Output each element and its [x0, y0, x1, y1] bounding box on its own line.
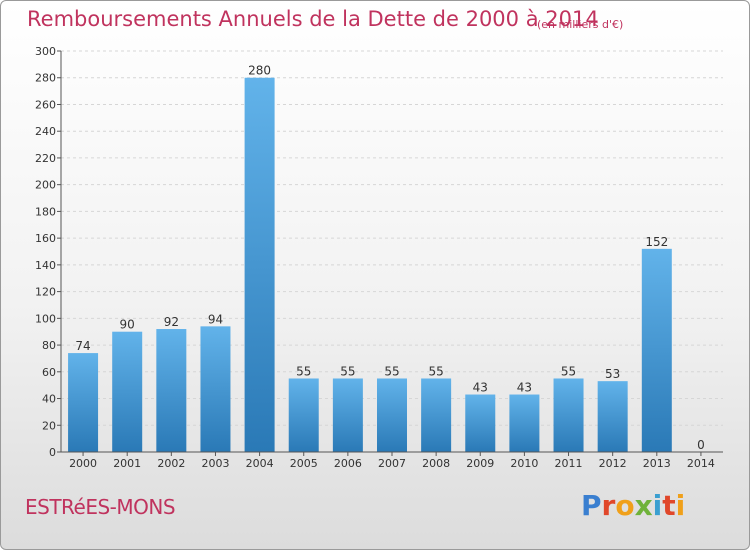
x-tick-label: 2000 [69, 457, 97, 470]
y-tick-label: 20 [42, 419, 56, 432]
bar-value-label: 55 [561, 364, 576, 378]
x-tick-label: 2014 [687, 457, 715, 470]
bar-value-label: 90 [120, 318, 135, 332]
commune-name: ESTRéES-MONS [25, 495, 176, 519]
bar-value-label: 55 [340, 364, 355, 378]
x-tick-label: 2004 [246, 457, 274, 470]
logo-letter: P [581, 489, 602, 522]
bar [288, 378, 319, 452]
bar [641, 248, 672, 452]
bar [112, 331, 143, 452]
bar [68, 353, 99, 452]
logo-letter: o [615, 489, 635, 522]
x-tick-label: 2005 [290, 457, 318, 470]
y-tick-label: 100 [35, 312, 56, 325]
bar [377, 378, 407, 452]
x-tick-label: 2010 [510, 457, 538, 470]
x-tick-label: 2011 [555, 457, 583, 470]
x-tick-label: 2008 [422, 457, 450, 470]
x-tick-label: 2009 [466, 457, 494, 470]
y-tick-label: 300 [35, 45, 56, 58]
bar [465, 394, 496, 452]
x-tick-label: 2007 [378, 457, 406, 470]
bar [156, 329, 187, 452]
logo-letter: t [662, 489, 676, 522]
y-tick-label: 280 [35, 72, 56, 85]
bars: 74 90 92 94 280 55 55 55 55 43 43 55 53 152 0 [68, 64, 705, 452]
bar-value-label: 43 [473, 381, 488, 395]
bar [597, 381, 628, 452]
y-tick-label: 0 [49, 446, 56, 459]
bar [332, 378, 363, 452]
logo-letter: r [601, 489, 616, 522]
x-tick-label: 2003 [201, 457, 229, 470]
logo-letter: x [634, 489, 653, 522]
bar-value-label: 55 [384, 364, 399, 378]
y-tick-label: 140 [35, 259, 56, 272]
chart-unit: (en milliers d'€) [537, 18, 624, 31]
bar-value-label: 0 [697, 438, 705, 452]
x-axis: 2000 2001 2002 2003 2004 2005 2006 2007 2008 2009… [61, 451, 723, 470]
x-tick-label: 2001 [113, 457, 141, 470]
bar [421, 378, 452, 452]
bar [200, 326, 231, 452]
logo-letter: i [652, 489, 663, 522]
y-tick-label: 80 [42, 339, 56, 352]
x-tick-label: 2012 [599, 457, 627, 470]
bar [553, 378, 584, 452]
bar-value-label: 55 [428, 364, 443, 378]
y-tick-label: 220 [35, 152, 56, 165]
x-tick-label: 2006 [334, 457, 362, 470]
bar-value-label: 53 [605, 367, 620, 381]
bar-value-label: 280 [248, 64, 271, 78]
y-tick-label: 180 [35, 205, 56, 218]
chart-title: Remboursements Annuels de la Dette de 20… [27, 7, 599, 31]
y-axis: 0 20 40 60 80 100 120 140 160 180 200 220 240 260 280 3… [35, 45, 62, 459]
logo-letter: i [675, 489, 686, 522]
bar [244, 77, 275, 452]
x-tick-label: 2002 [157, 457, 185, 470]
y-tick-label: 160 [35, 232, 56, 245]
proxiti-logo[interactable]: Proxiti [581, 489, 685, 522]
y-tick-label: 120 [35, 286, 56, 299]
y-tick-label: 40 [42, 393, 56, 406]
y-tick-label: 240 [35, 125, 56, 138]
x-tick-label: 2013 [643, 457, 671, 470]
bar [509, 394, 540, 452]
bar-value-label: 55 [296, 364, 311, 378]
y-tick-label: 260 [35, 98, 56, 111]
y-tick-label: 200 [35, 179, 56, 192]
y-tick-label: 60 [42, 366, 56, 379]
bar-value-label: 43 [517, 381, 532, 395]
bar-value-label: 94 [208, 312, 223, 326]
bar-value-label: 74 [75, 339, 90, 353]
bar-value-label: 152 [645, 235, 668, 249]
bar-value-label: 92 [164, 315, 179, 329]
